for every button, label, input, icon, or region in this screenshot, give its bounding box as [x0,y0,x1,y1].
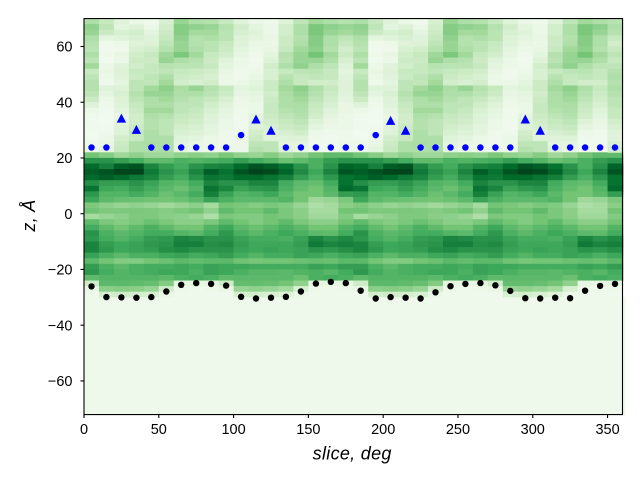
svg-text:0: 0 [80,422,88,438]
svg-text:−20: −20 [48,263,73,279]
svg-text:100: 100 [221,422,245,438]
svg-text:−40: −40 [48,318,73,334]
svg-text:50: 50 [151,422,167,438]
svg-text:200: 200 [371,422,395,438]
svg-text:−60: −60 [48,374,73,390]
svg-text:350: 350 [595,422,619,438]
svg-text:slice, deg: slice, deg [313,444,392,464]
svg-text:60: 60 [56,40,72,56]
svg-text:z, Å: z, Å [19,199,39,232]
svg-text:20: 20 [56,151,72,167]
svg-text:40: 40 [56,95,72,111]
svg-text:300: 300 [521,422,545,438]
svg-text:0: 0 [64,207,72,223]
svg-text:250: 250 [446,422,470,438]
svg-text:150: 150 [296,422,320,438]
